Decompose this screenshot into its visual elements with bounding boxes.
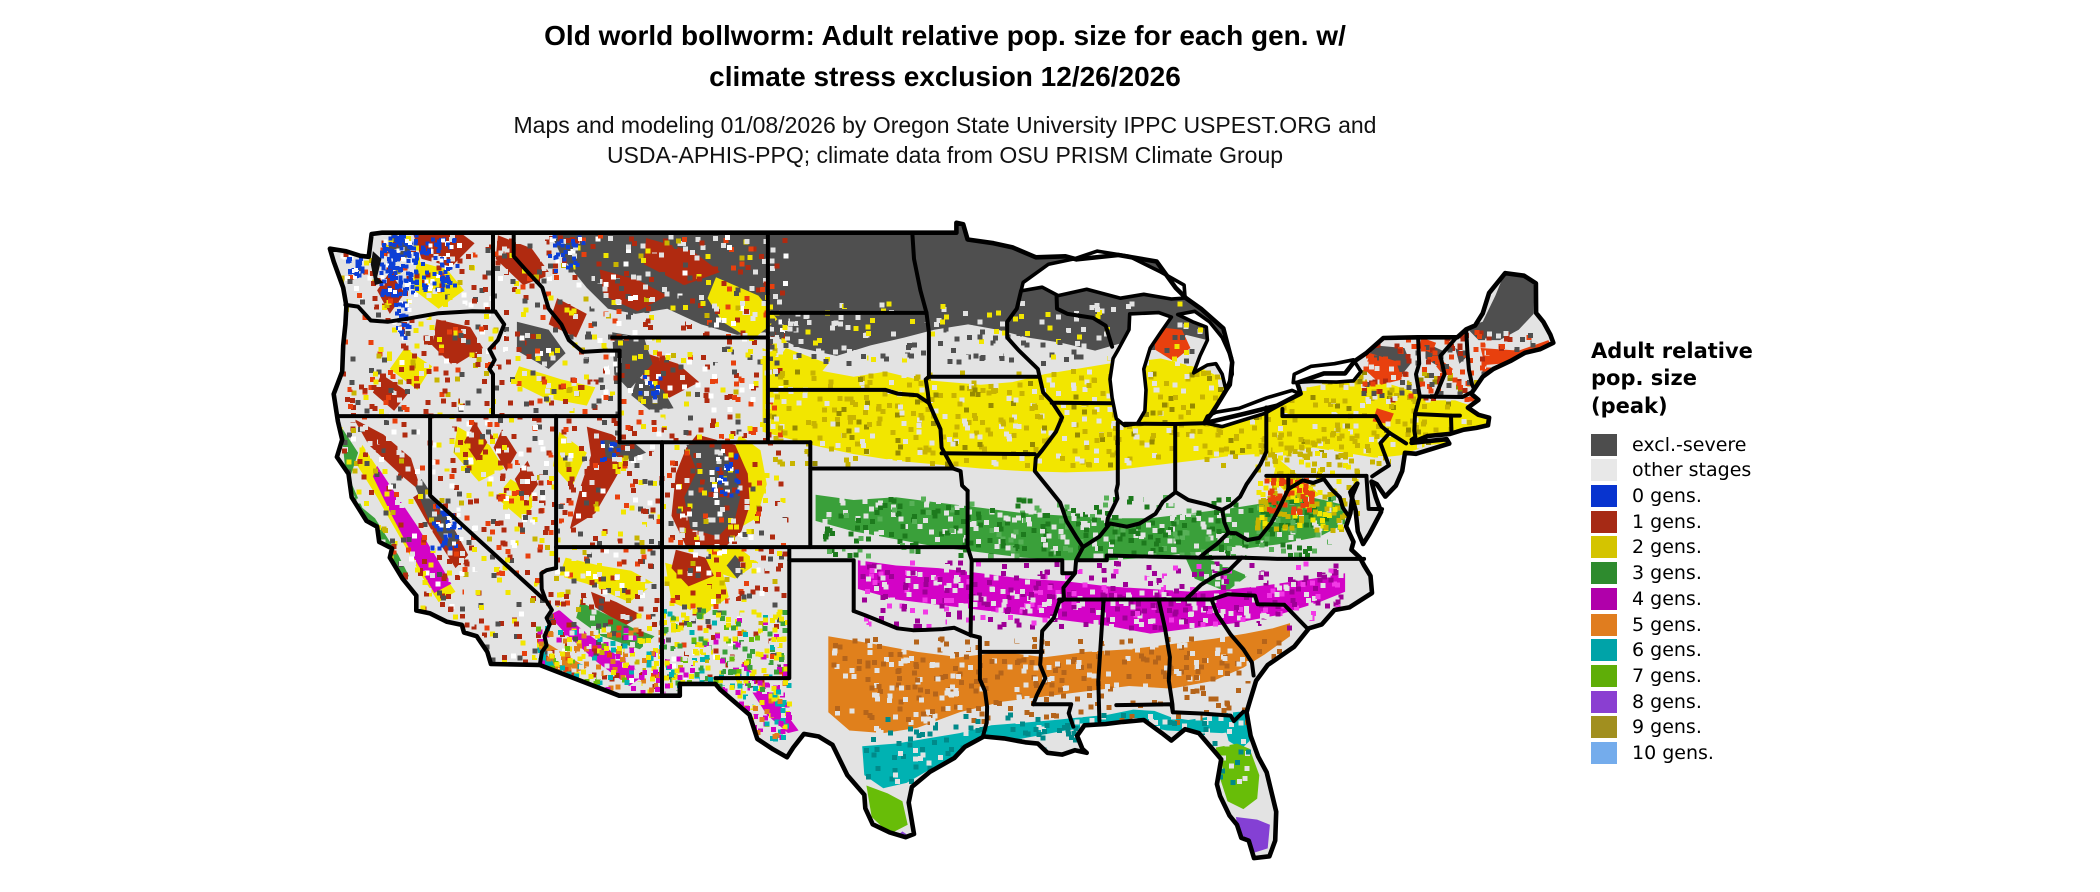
legend-item: 7 gens. [1591, 663, 1901, 689]
us-outline [327, 220, 1556, 861]
legend-swatch [1591, 510, 1617, 533]
legend-item: 2 gens. [1591, 535, 1901, 561]
legend-swatch [1591, 664, 1617, 687]
legend-label: 3 gens. [1632, 562, 1702, 585]
legend-label: 1 gens. [1632, 510, 1702, 533]
legend-label: other stages [1632, 459, 1752, 482]
legend-item: 0 gens. [1591, 483, 1901, 509]
map-subtitle-line1: Maps and modeling 01/08/2026 by Oregon S… [513, 112, 1377, 138]
legend-swatch [1591, 690, 1617, 713]
legend-item: other stages [1591, 458, 1901, 484]
legend-rows: excl.-severe other stages 0 gens. 1 gens. 2 … [1591, 432, 1901, 766]
legend-label: 0 gens. [1632, 485, 1702, 508]
legend-item: 5 gens. [1591, 612, 1901, 638]
map-subtitle-line2: USDA-APHIS-PPQ; climate data from OSU PR… [606, 142, 1284, 169]
legend-swatch [1591, 562, 1617, 585]
legend-swatch [1591, 716, 1617, 739]
legend-swatch [1591, 433, 1617, 456]
legend-label: 6 gens. [1632, 639, 1702, 662]
legend-swatch [1591, 459, 1617, 482]
legend-swatch [1591, 613, 1617, 636]
legend-item: 9 gens. [1591, 714, 1901, 740]
legend-swatch [1591, 587, 1617, 610]
legend-label: excl.-severe [1632, 433, 1747, 456]
legend-item: 10 gens. [1591, 740, 1901, 766]
legend-item: excl.-severe [1591, 432, 1901, 458]
legend-swatch [1591, 485, 1617, 508]
legend-item: 4 gens. [1591, 586, 1901, 612]
legend-item: 6 gens. [1591, 637, 1901, 663]
raster-speckle-layer [336, 231, 1546, 786]
legend-label: 7 gens. [1632, 664, 1702, 687]
map-title-line1: Old world bollworm: Adult relative pop. … [544, 20, 1346, 51]
legend-title: Adult relative pop. size (peak) [1591, 338, 1901, 420]
legend-swatch [1591, 639, 1617, 662]
legend-item: 1 gens. [1591, 509, 1901, 535]
map-subtitle: Maps and modeling 01/08/2026 by Oregon S… [0, 110, 1890, 171]
legend-label: 5 gens. [1632, 613, 1702, 636]
legend-label: 10 gens. [1632, 741, 1714, 764]
legend-label: 8 gens. [1632, 690, 1702, 713]
map-title: Old world bollworm: Adult relative pop. … [0, 16, 1890, 97]
legend-item: 3 gens. [1591, 560, 1901, 586]
legend-title-line2: pop. size [1591, 366, 1697, 391]
state-borders [335, 230, 1476, 739]
legend-swatch [1591, 741, 1617, 764]
legend-label: 2 gens. [1632, 536, 1702, 559]
legend-title-line1: Adult relative [1591, 339, 1753, 363]
legend: Adult relative pop. size (peak) excl.-se… [1591, 338, 1901, 766]
legend-item: 8 gens. [1591, 689, 1901, 715]
us-map [327, 220, 1556, 861]
legend-title-line3: (peak) [1591, 393, 1668, 418]
map-title-line2: climate stress exclusion 12/26/2026 [709, 60, 1181, 92]
legend-label: 9 gens. [1632, 716, 1702, 739]
legend-label: 4 gens. [1632, 587, 1702, 610]
legend-swatch [1591, 536, 1617, 559]
